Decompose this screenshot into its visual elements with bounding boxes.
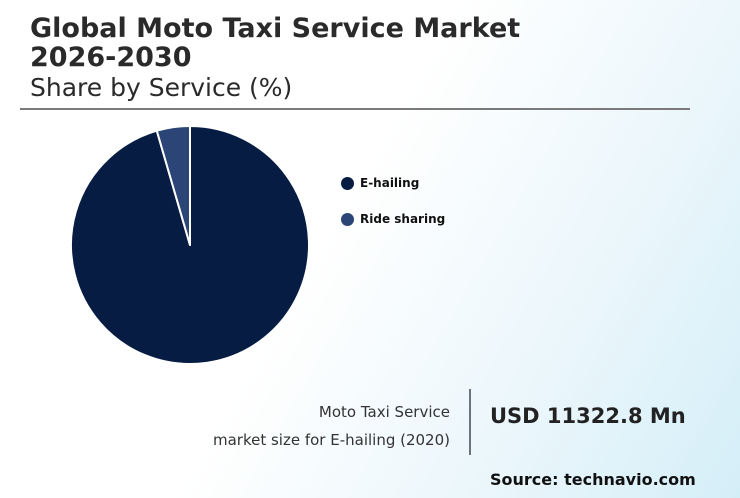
legend-label-e-hailing: E-hailing <box>360 176 420 190</box>
legend-label-ride-sharing: Ride sharing <box>360 212 446 226</box>
legend-item-e-hailing: E-hailing <box>341 175 445 191</box>
summary-divider <box>469 389 471 455</box>
legend-swatch-ride-sharing <box>341 212 354 226</box>
page-subtitle: Share by Service (%) <box>30 73 293 102</box>
chart-legend: E-hailing Ride sharing <box>341 175 445 247</box>
pie-slice-ride-sharing <box>155 125 191 246</box>
legend-item-ride-sharing: Ride sharing <box>341 211 445 227</box>
market-caption-line1: Moto Taxi Service <box>318 403 450 421</box>
header-divider <box>20 108 690 110</box>
market-caption-line2: market size for E-hailing (2020) <box>212 431 450 449</box>
market-size-value: USD 11322.8 Mn <box>490 404 686 428</box>
market-size-caption: Moto Taxi Service market size for E-hail… <box>213 398 450 454</box>
page-title: Global Moto Taxi Service Market 2026-203… <box>30 13 521 73</box>
legend-swatch-e-hailing <box>341 176 354 190</box>
source-credit: Source: technavio.com <box>490 470 696 489</box>
